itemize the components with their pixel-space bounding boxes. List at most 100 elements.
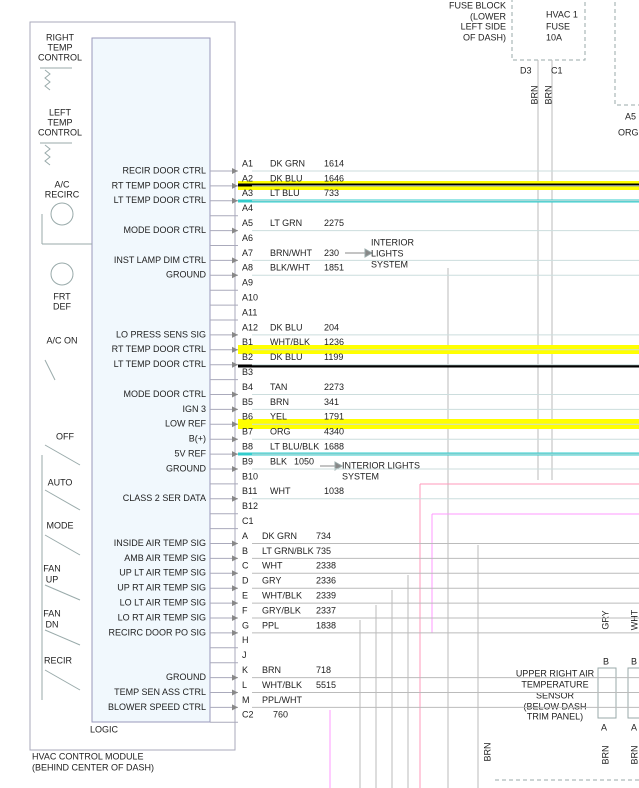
signal-label: MODE DOOR CTRL — [123, 225, 206, 235]
interior-lights-label: SYSTEM — [371, 259, 408, 269]
signal-label: B(+) — [189, 434, 206, 444]
pin-arrow — [232, 257, 238, 264]
wire-color: BRN — [629, 745, 639, 764]
pin: D — [242, 576, 249, 586]
pin: A11 — [242, 307, 257, 317]
pin: B3 — [242, 367, 253, 377]
circuit-number: 2336 — [316, 576, 336, 586]
sensor-label: TRIM PANEL) — [527, 711, 583, 721]
wire-color: WHT — [629, 609, 639, 630]
wire-color: LT GRN — [270, 218, 302, 228]
pin: A6 — [242, 233, 253, 243]
interior-lights-label: INTERIOR — [371, 237, 415, 247]
control-label: RECIR — [44, 655, 73, 665]
circuit-number: 1838 — [316, 620, 336, 630]
wire-color: LT BLU/BLK — [270, 441, 319, 451]
pin: A8 — [242, 263, 253, 273]
pin-arrow — [232, 436, 238, 443]
circuit-number: 2275 — [324, 218, 344, 228]
pin: A1 — [242, 158, 253, 168]
terminal: A — [601, 722, 607, 732]
fuse-label: HVAC 1 — [546, 9, 578, 19]
signal-label: LO LT AIR TEMP SIG — [120, 597, 206, 607]
pin: B — [242, 546, 248, 556]
wire-color: BRN/WHT — [270, 248, 312, 258]
pin-arrow — [232, 361, 238, 368]
signal-label: CLASS 2 SER DATA — [123, 493, 206, 503]
wire-color: BRN — [482, 742, 492, 761]
pin-arrow — [232, 570, 238, 577]
wire-color: WHT/BLK — [262, 680, 302, 690]
control-label: CONTROL — [38, 52, 82, 62]
pin-arrow — [232, 540, 238, 547]
circuit-number: 1050 — [294, 456, 314, 466]
circuit-number: 735 — [316, 546, 331, 556]
labels: FUSE BLOCK (LOWER LEFT SIDE OF DASH) HVA… — [32, 0, 639, 772]
terminal: B — [631, 656, 637, 666]
circuit-number: 1038 — [324, 486, 344, 496]
pin-arrow — [232, 182, 238, 189]
control-label: FAN — [43, 608, 61, 618]
pin-arrow — [232, 168, 238, 174]
pin-arrow — [232, 466, 238, 472]
control-label: LEFT — [49, 107, 72, 117]
pin: E — [242, 590, 248, 600]
circuit-number: 1688 — [324, 441, 344, 451]
circuit-number: 1199 — [324, 352, 343, 362]
pin: A4 — [242, 203, 253, 213]
wire-color: BRN — [600, 745, 610, 764]
signal-label: TEMP SEN ASS CTRL — [114, 687, 206, 697]
pin: H — [242, 635, 249, 645]
wire-color: BLK — [270, 456, 287, 466]
signal-label: INST LAMP DIM CTRL — [114, 255, 206, 265]
fuse-block-label: (LOWER — [470, 11, 507, 21]
pin: A3 — [242, 188, 253, 198]
signal-label: RECIRC DOOR PO SIG — [108, 627, 206, 637]
signal-label: IGN 3 — [182, 404, 206, 414]
pin: C1 — [242, 516, 254, 526]
control-label: RECIRC — [45, 189, 80, 199]
pin: B5 — [242, 397, 253, 407]
circuit-number: 1851 — [324, 263, 344, 273]
pin: A5 — [625, 111, 636, 121]
signal-label: GROUND — [166, 270, 206, 280]
sensor-label: SENSOR — [536, 690, 575, 700]
signal-label: BLOWER SPEED CTRL — [108, 702, 206, 712]
pin: A10 — [242, 292, 258, 302]
fuse-block-label: FUSE BLOCK — [449, 0, 506, 10]
pin-arrow — [232, 555, 238, 562]
circuit-number: 718 — [316, 665, 331, 675]
wire-color: GRY/BLK — [262, 605, 301, 615]
circuit-number: 2338 — [316, 561, 336, 571]
control-label: UP — [46, 574, 59, 584]
pin-arrow — [232, 331, 238, 338]
control-label: DEF — [53, 301, 72, 311]
fuse-block-label: LEFT SIDE — [461, 21, 506, 31]
pin: C2 — [242, 710, 254, 720]
wire-color: DK BLU — [270, 352, 303, 362]
pin-arrow — [232, 227, 238, 234]
interior-lights-label: INTERIOR LIGHTS — [342, 460, 420, 470]
pin-arrow — [232, 615, 238, 621]
signal-label: LT TEMP DOOR CTRL — [114, 359, 206, 369]
control-label: MODE — [47, 520, 74, 530]
wire-color: DK BLU — [270, 322, 303, 332]
pin: F — [242, 605, 248, 615]
pin: B8 — [242, 441, 253, 451]
wire-color: ORG — [270, 427, 291, 437]
control-label: DN — [46, 619, 59, 629]
pin-arrow — [232, 495, 238, 502]
control-label: RIGHT — [46, 32, 75, 42]
logic-label: LOGIC — [90, 724, 119, 734]
circuit-number: 733 — [324, 188, 339, 198]
module-name: (BEHIND CENTER OF DASH) — [32, 762, 154, 772]
circuit-number: 2337 — [316, 605, 336, 615]
pin-arrow — [232, 629, 238, 636]
control-label: AUTO — [48, 477, 73, 487]
pin: B12 — [242, 501, 258, 511]
wire-color: LT BLU — [270, 188, 300, 198]
pin: G — [242, 620, 249, 630]
control-label: FAN — [43, 563, 61, 573]
control-label: A/C ON — [46, 335, 77, 345]
